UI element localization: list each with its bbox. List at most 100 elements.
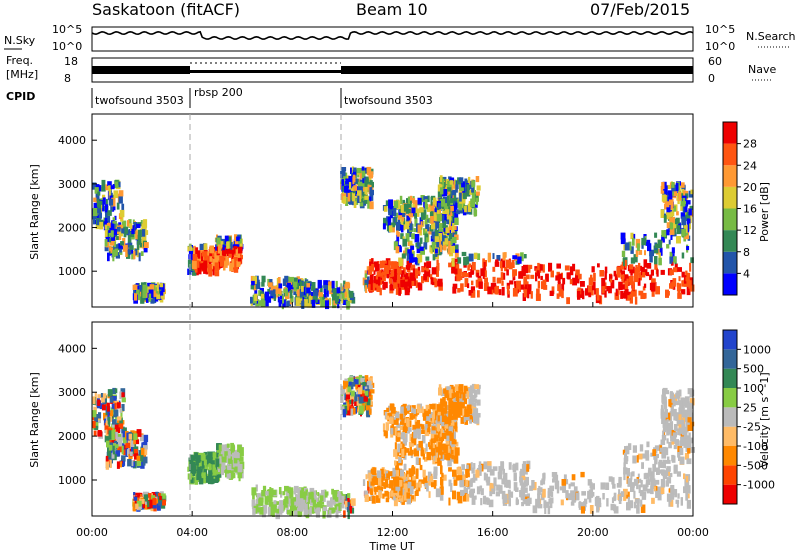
echo-cell [680,198,684,207]
echo-cell [385,258,391,265]
echo-cell [463,256,468,266]
echo-cell [440,244,443,253]
echo-cell [620,264,625,270]
y-tick-label: 3000 [58,178,86,191]
echo-cell [519,477,524,486]
echo-cell [117,433,122,440]
echo-cell [147,282,151,288]
echo-cell [373,486,379,492]
echo-cell [636,455,639,463]
echo-cell [515,462,519,471]
echo-cell [419,237,423,244]
echo-cell [446,435,451,441]
echo-cell [478,468,482,476]
echo-cell [94,187,99,194]
echo-cell [340,495,345,502]
echo-cell [133,433,138,440]
echo-cell [515,497,518,506]
echo-cell [505,259,511,269]
echo-cell [101,179,106,188]
echo-cell [587,490,590,500]
echo-cell [288,487,294,494]
echo-cell [426,422,431,427]
echo-cell [652,463,656,472]
echo-cell [430,432,434,441]
echo-cell [99,221,103,230]
echo-cell [111,452,115,459]
echo-cell [646,441,650,448]
echo-cell [489,469,495,476]
echo-cell [250,297,255,304]
echo-cell [571,496,576,503]
echo-cell [222,244,225,251]
echo-cell [515,253,520,259]
echo-cell [440,428,444,437]
echo-cell [119,224,123,230]
echo-cell [353,201,357,208]
echo-cell [274,508,277,513]
echo-cell [345,178,349,185]
echo-cell [289,276,294,283]
echo-cell [361,390,365,397]
echo-cell [142,458,146,466]
echo-cell [141,229,146,237]
echo-cell [432,277,436,282]
echo-cell [362,382,367,390]
echo-cell [456,209,460,215]
echo-cell [406,258,409,267]
echo-cell [449,198,454,203]
echo-cell [312,289,318,298]
echo-cell [340,170,344,179]
echo-cell [233,264,239,273]
echo-cell [140,220,143,227]
echo-cell [237,444,242,452]
echo-cell [116,461,120,469]
echo-cell [195,260,200,268]
echo-cell [460,283,464,292]
echo-cell [269,488,274,497]
echo-cell [232,471,236,479]
echo-cell [127,248,132,254]
echo-cell [641,453,647,459]
y-tick-label: 3000 [58,386,86,399]
echo-cell [654,256,658,265]
echo-cell [433,235,436,244]
echo-cell [293,489,297,495]
echo-cell [375,279,381,285]
echo-cell [136,249,139,258]
echo-cell [628,241,632,251]
echo-cell [110,247,114,253]
echo-cell [451,257,455,267]
echo-cell [405,474,408,481]
echo-cell [667,470,670,476]
echo-cell [126,432,130,441]
echo-cell [121,455,126,461]
echo-cell [228,455,234,464]
echo-cell [646,488,652,494]
nsky-panel: N.Sky 10^5 10^0 10^5 10^0 N.Search [4,23,796,53]
echo-cell [623,462,626,469]
echo-cell [538,269,541,279]
echo-cell [259,497,264,503]
echo-cell [401,448,405,457]
echo-cell [500,258,506,268]
echo-cell [127,438,132,444]
echo-cell [114,388,118,394]
echo-cell [116,402,121,409]
echo-cell [680,193,683,199]
echo-cell [473,463,476,469]
echo-cell [280,491,283,498]
echo-cell [311,299,316,308]
echo-cell [228,451,231,459]
echo-cell [205,455,210,460]
echo-cell [400,469,404,477]
echo-cell [521,482,527,488]
echo-cell [676,419,681,426]
echo-cell [123,226,129,234]
echo-cell [411,414,416,419]
echo-cell [405,478,410,485]
echo-cell [437,233,442,242]
echo-cell [672,216,675,223]
echo-cell [470,410,474,419]
echo-cell [400,279,405,288]
